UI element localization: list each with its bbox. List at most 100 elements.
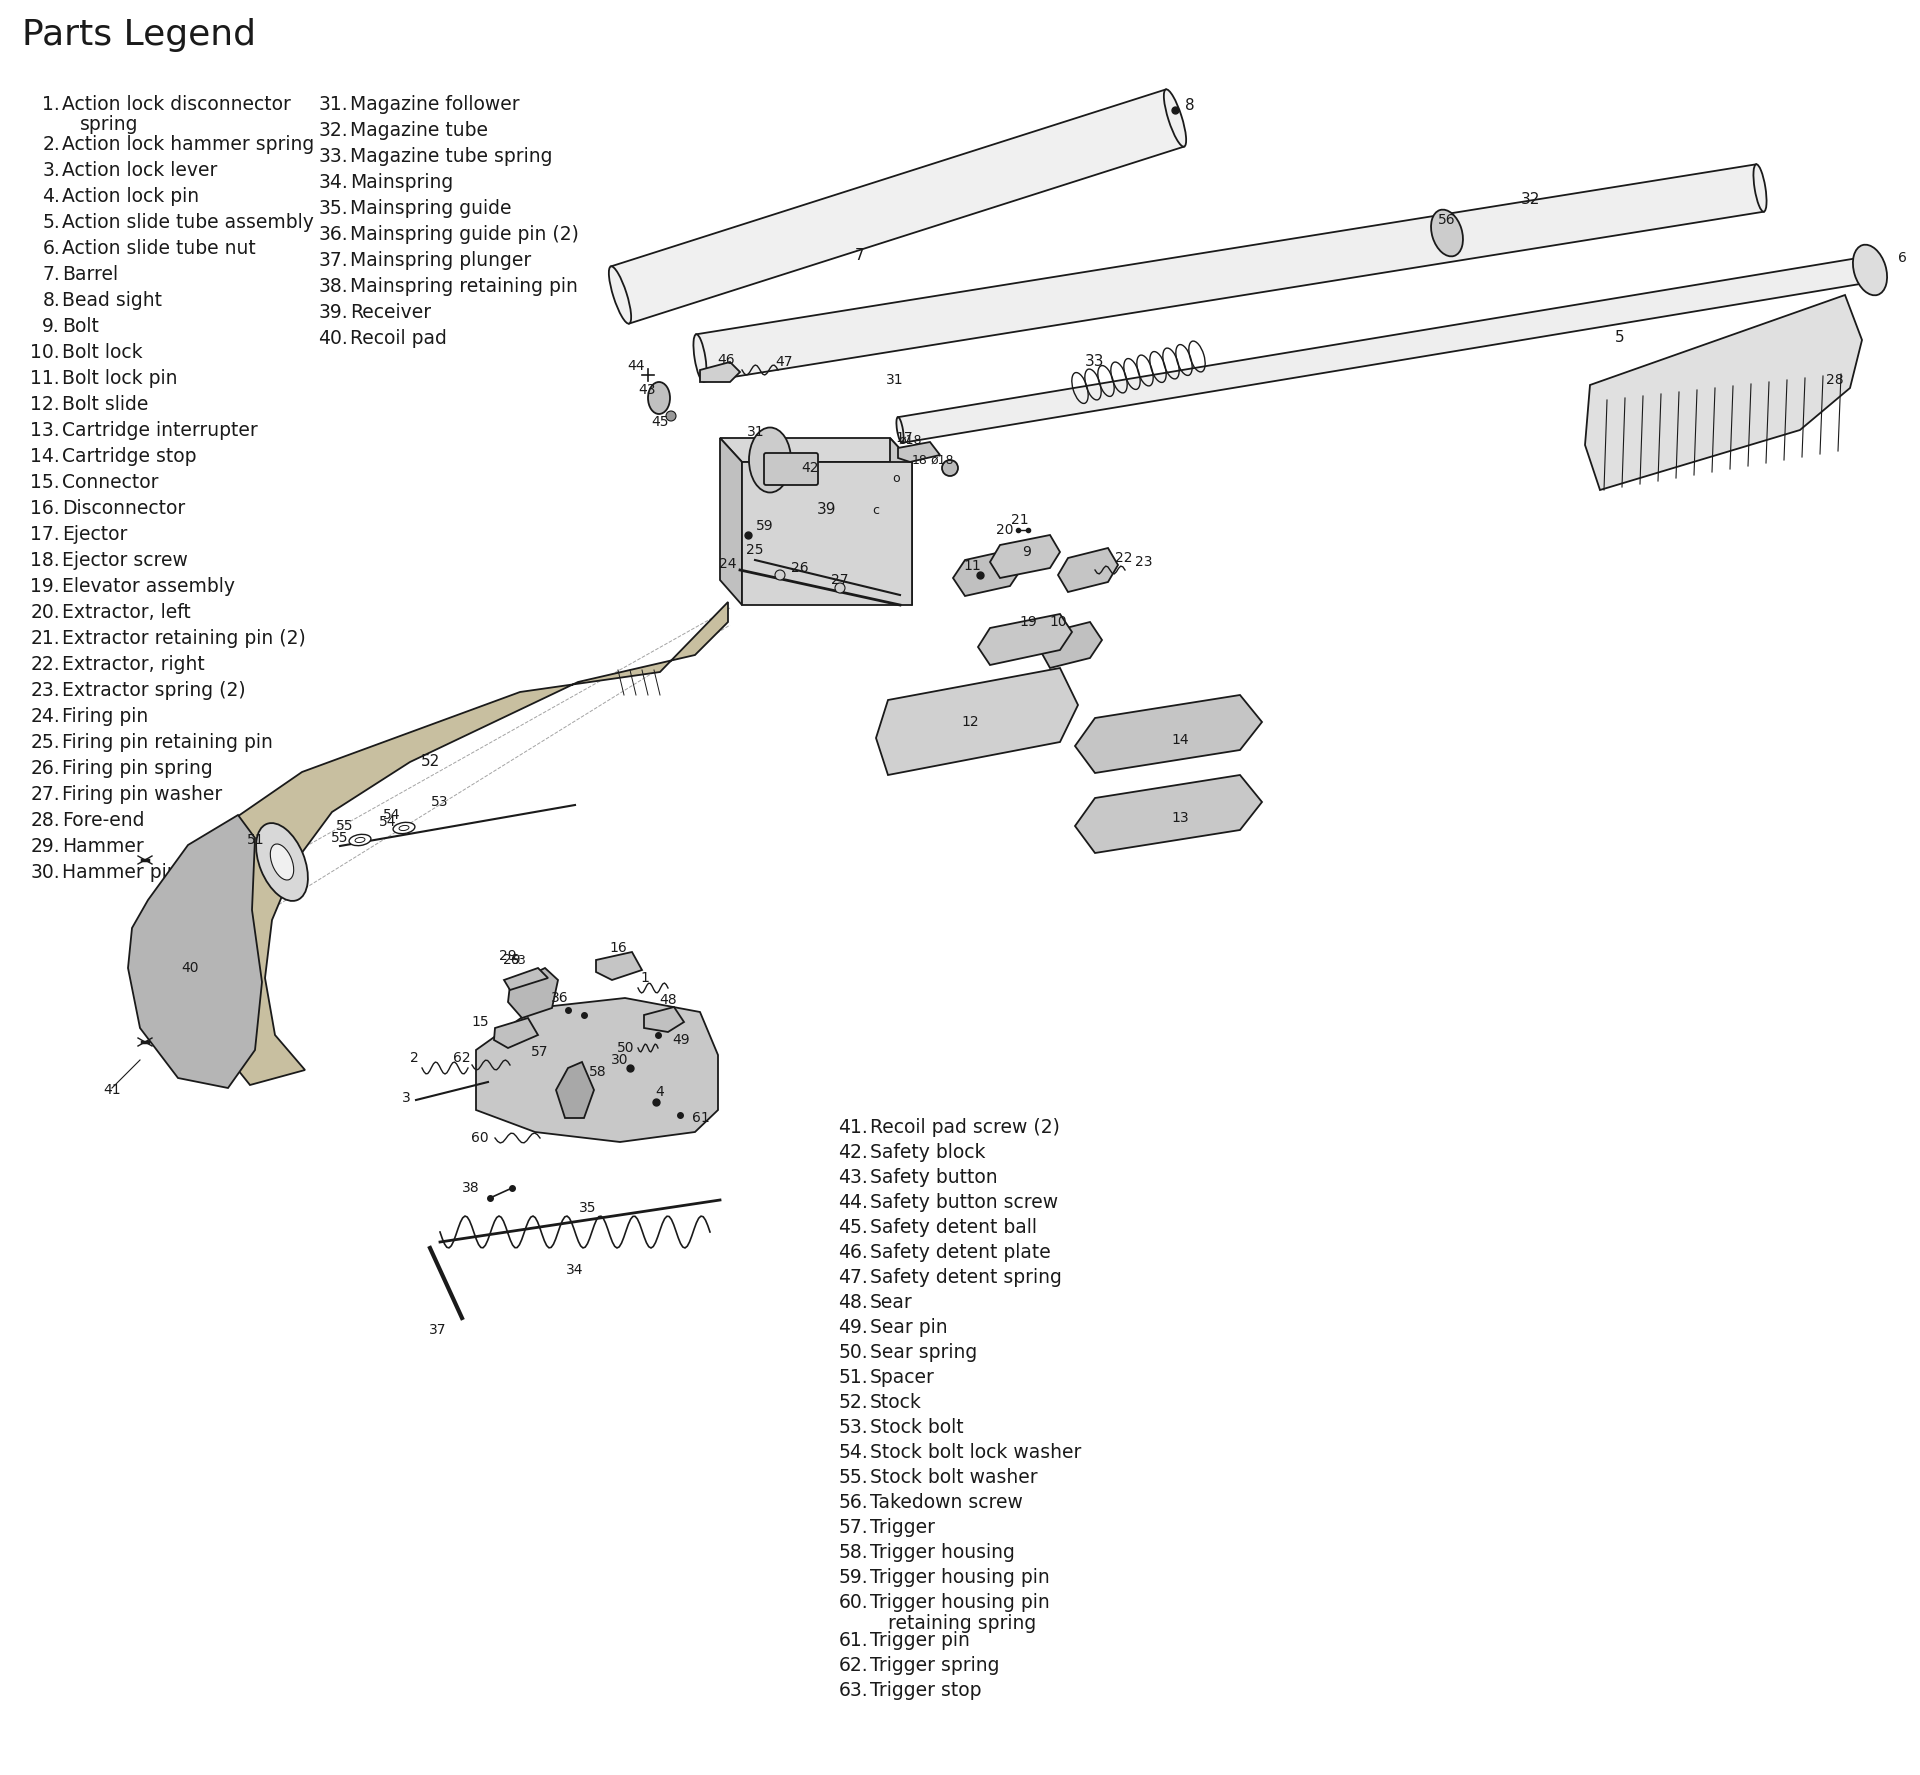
Text: 26.: 26. [31,760,60,777]
Text: 42: 42 [801,462,818,476]
Text: Safety block: Safety block [870,1143,985,1163]
Polygon shape [952,550,1021,596]
Text: 36: 36 [551,990,568,1005]
Text: 21: 21 [1012,513,1029,527]
Text: 48.: 48. [839,1292,868,1312]
Text: 5: 5 [1615,330,1624,346]
Text: 16.: 16. [31,499,60,518]
Text: 32.: 32. [319,121,348,140]
Text: 49.: 49. [839,1319,868,1337]
Text: 45: 45 [651,415,668,430]
Text: Stock bolt: Stock bolt [870,1418,964,1438]
Ellipse shape [271,843,294,880]
Text: 36.: 36. [319,225,348,243]
Text: Trigger housing: Trigger housing [870,1542,1016,1562]
Text: 55: 55 [336,818,353,832]
Text: 38.: 38. [319,277,348,296]
Ellipse shape [349,834,371,845]
Text: 42.: 42. [839,1143,868,1163]
Text: 31: 31 [887,373,904,387]
Text: Trigger: Trigger [870,1518,935,1537]
Text: 30.: 30. [31,863,60,882]
Text: 60.: 60. [839,1592,868,1612]
Text: 13.: 13. [31,421,60,440]
Polygon shape [557,1061,593,1118]
Polygon shape [611,89,1185,323]
Text: 33: 33 [1085,355,1104,369]
Text: Receiver: Receiver [349,304,432,321]
Text: 22: 22 [1116,550,1133,564]
Text: 6: 6 [1899,250,1907,264]
Text: 52: 52 [420,754,440,770]
Text: 63: 63 [511,953,526,967]
Ellipse shape [255,824,307,902]
Polygon shape [720,438,912,462]
FancyBboxPatch shape [764,453,818,485]
Polygon shape [1075,696,1261,772]
Text: 15.: 15. [31,472,60,492]
Text: Bolt lock: Bolt lock [61,343,142,362]
Text: 37: 37 [430,1322,447,1337]
Polygon shape [891,438,912,605]
Text: 28.: 28. [31,811,60,831]
Text: Action lock pin: Action lock pin [61,186,200,206]
Text: 49: 49 [672,1033,689,1047]
Text: Ejector screw: Ejector screw [61,550,188,570]
Text: 55: 55 [332,831,349,845]
Text: 2.: 2. [42,135,60,154]
Text: 40: 40 [180,960,200,974]
Ellipse shape [609,266,632,323]
Text: 31.: 31. [319,96,348,114]
Text: 19: 19 [1020,614,1037,628]
Text: Action lock lever: Action lock lever [61,162,217,179]
Text: 30: 30 [611,1053,628,1067]
Circle shape [666,412,676,421]
Text: 47: 47 [776,355,793,369]
Text: 46: 46 [718,353,735,367]
Text: 23.: 23. [31,682,60,699]
Ellipse shape [749,428,791,492]
Text: 14.: 14. [31,447,60,467]
Polygon shape [1075,776,1261,854]
Text: 54: 54 [384,808,401,822]
Text: 51.: 51. [839,1369,868,1386]
Text: Stock bolt washer: Stock bolt washer [870,1468,1037,1487]
Text: Trigger spring: Trigger spring [870,1656,1000,1676]
Text: 39.: 39. [319,304,348,321]
Text: 46.: 46. [839,1242,868,1262]
Text: Bolt: Bolt [61,318,98,335]
Text: Action lock hammer spring: Action lock hammer spring [61,135,315,154]
Text: 19.: 19. [31,577,60,596]
Polygon shape [476,998,718,1141]
Polygon shape [697,165,1764,382]
Text: Safety detent plate: Safety detent plate [870,1242,1050,1262]
Text: 34: 34 [566,1264,584,1276]
Text: 16: 16 [609,941,626,955]
Text: 50: 50 [616,1040,636,1054]
Text: Spacer: Spacer [870,1369,935,1386]
Ellipse shape [1753,165,1766,211]
Text: c: c [872,504,879,517]
Text: 24.: 24. [31,706,60,726]
Text: Mainspring guide: Mainspring guide [349,199,511,218]
Text: 57.: 57. [839,1518,868,1537]
Text: 35.: 35. [319,199,348,218]
Ellipse shape [1430,209,1463,256]
Text: 62.: 62. [839,1656,868,1676]
Text: 25.: 25. [31,733,60,753]
Text: ø18: ø18 [931,453,954,467]
Text: Stock bolt lock washer: Stock bolt lock washer [870,1443,1081,1463]
Polygon shape [1058,548,1117,593]
Text: Extractor, right: Extractor, right [61,655,205,674]
Text: Safety detent ball: Safety detent ball [870,1218,1037,1237]
Text: Safety button screw: Safety button screw [870,1193,1058,1212]
Text: Disconnector: Disconnector [61,499,184,518]
Text: Firing pin spring: Firing pin spring [61,760,213,777]
Text: 3.: 3. [42,162,60,179]
Text: 32: 32 [1521,192,1540,208]
Text: Action lock disconnector: Action lock disconnector [61,96,290,114]
Text: Hammer: Hammer [61,838,144,856]
Text: 9: 9 [1021,545,1031,559]
Text: ø18: ø18 [899,433,922,447]
Text: Mainspring plunger: Mainspring plunger [349,250,532,270]
